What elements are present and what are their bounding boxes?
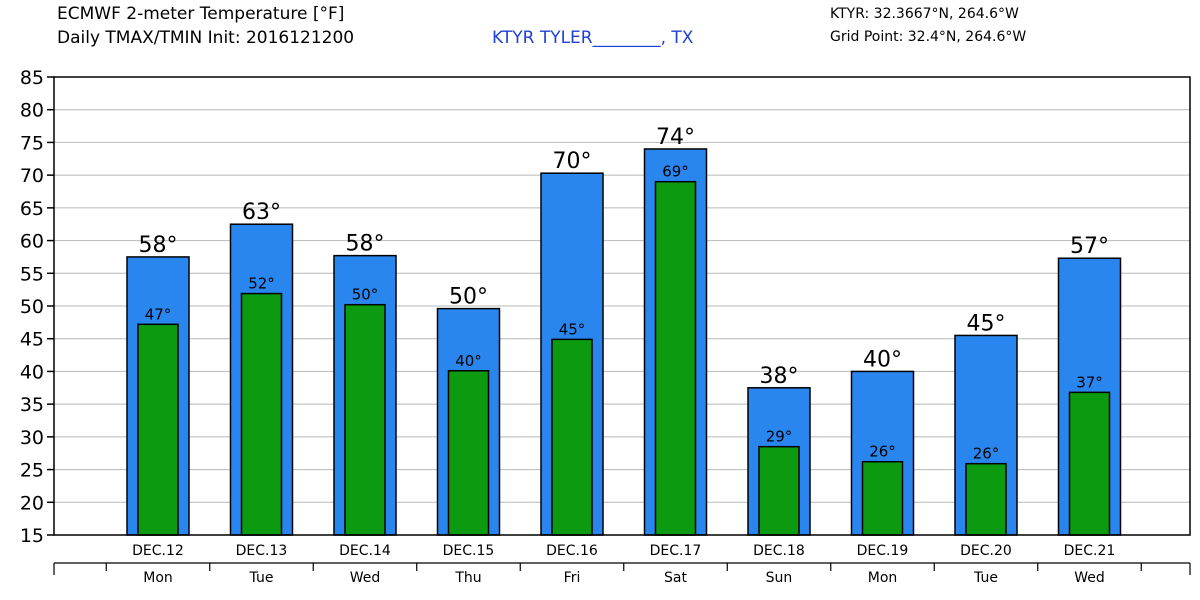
x-tick-label-date: DEC.21: [1064, 543, 1116, 559]
tmin-label: 26°: [869, 443, 896, 461]
chart-title: ECMWF 2-meter Temperature [°F]: [57, 4, 345, 24]
chart-subtitle: Daily TMAX/TMIN Init: 2016121200: [57, 28, 355, 48]
x-tick-label-weekday: Wed: [350, 570, 381, 586]
y-tick-label: 15: [20, 525, 44, 547]
y-tick-label: 35: [20, 394, 44, 416]
gridlines: [54, 109, 1190, 503]
tmin-bar: [758, 445, 800, 536]
x-tick-label-date: DEC.20: [960, 543, 1012, 559]
x-tick-label-weekday: Thu: [454, 570, 481, 586]
tmin-label: 50°: [352, 286, 379, 304]
tmin-label: 45°: [559, 320, 586, 338]
tmin-bar: [447, 370, 490, 536]
tmin-label: 40°: [455, 352, 482, 370]
tmin-label: 69°: [662, 163, 689, 181]
y-tick-label: 85: [20, 67, 44, 89]
y-tick-label: 20: [20, 492, 44, 514]
y-tick-label: 30: [20, 427, 44, 449]
x-tick-label-date: DEC.15: [443, 543, 495, 559]
y-tick-label: 65: [20, 198, 44, 220]
station-link[interactable]: KTYR TYLER________, TX: [492, 28, 694, 48]
y-tick-label: 60: [20, 231, 44, 253]
x-tick-label-date: DEC.12: [132, 543, 184, 559]
tmin-label: 29°: [766, 428, 793, 446]
x-tick-label-weekday: Mon: [868, 570, 898, 586]
data-labels: 58° 47° 63° 52° 58° 50° 50° 40° 70° 45° 74° 69° 38° 2…: [139, 125, 1110, 463]
tmin-label: 37°: [1076, 373, 1103, 391]
y-tick-label: 45: [20, 329, 44, 351]
x-tick-label-date: DEC.13: [236, 543, 288, 559]
x-tick-label-weekday: Sat: [664, 570, 687, 586]
x-tick-label-weekday: Fri: [564, 570, 581, 586]
y-axis-ticks: 15 20 25 30 35 40 45 50 55 60 65 70 75 80 85: [20, 67, 54, 547]
y-tick-label: 50: [20, 296, 44, 318]
tmax-label: 74°: [656, 125, 695, 150]
tmin-label: 52°: [248, 275, 275, 293]
y-tick-label: 75: [20, 132, 44, 154]
x-tick-label-weekday: Tue: [249, 570, 274, 586]
y-tick-label: 70: [20, 165, 44, 187]
plot-frame: [53, 76, 1191, 536]
tmin-label: 26°: [973, 445, 1000, 463]
tmin-bar: [240, 292, 283, 536]
tmin-bar: [1068, 391, 1111, 536]
y-tick-label: 80: [20, 100, 44, 122]
y-tick-label: 55: [20, 263, 44, 285]
tmax-label: 58°: [346, 232, 385, 257]
tmin-bar: [344, 303, 386, 536]
x-tick-label-date: DEC.17: [650, 543, 702, 559]
x-tick-label-date: DEC.18: [753, 543, 805, 559]
x-tick-label-date: DEC.19: [857, 543, 909, 559]
tmax-label: 63°: [242, 200, 281, 225]
tmin-label: 47°: [145, 305, 172, 323]
x-axis: DEC.12 Mon DEC.13 Tue DEC.14 Wed DEC.15 Thu DEC.…: [53, 543, 1191, 586]
tmax-label: 40°: [863, 347, 902, 372]
x-tick-label-weekday: Tue: [973, 570, 998, 586]
x-tick-label-date: DEC.14: [339, 543, 391, 559]
x-tick-label-weekday: Wed: [1074, 570, 1105, 586]
tmin-bar: [137, 323, 179, 536]
tmin-bar: [965, 462, 1007, 536]
tmax-label: 70°: [553, 149, 592, 174]
tmin-bar: [551, 338, 593, 536]
y-tick-label: 25: [20, 460, 44, 482]
x-tick-label-date: DEC.16: [546, 543, 598, 559]
tmax-label: 45°: [967, 311, 1006, 336]
tmax-label: 58°: [139, 233, 178, 258]
station-coordinates: KTYR: 32.3667°N, 264.6°W: [830, 6, 1019, 22]
x-tick-label-weekday: Mon: [143, 570, 173, 586]
bars: [126, 148, 1122, 536]
tmax-label: 50°: [449, 285, 488, 310]
tmax-label: 57°: [1070, 234, 1109, 259]
tmax-label: 38°: [760, 364, 799, 389]
y-tick-label: 40: [20, 361, 44, 383]
tmin-bar: [861, 460, 904, 536]
x-tick-label-weekday: Sun: [766, 570, 793, 586]
grid-point-coordinates: Grid Point: 32.4°N, 264.6°W: [830, 29, 1027, 45]
tmin-bar: [654, 180, 697, 536]
